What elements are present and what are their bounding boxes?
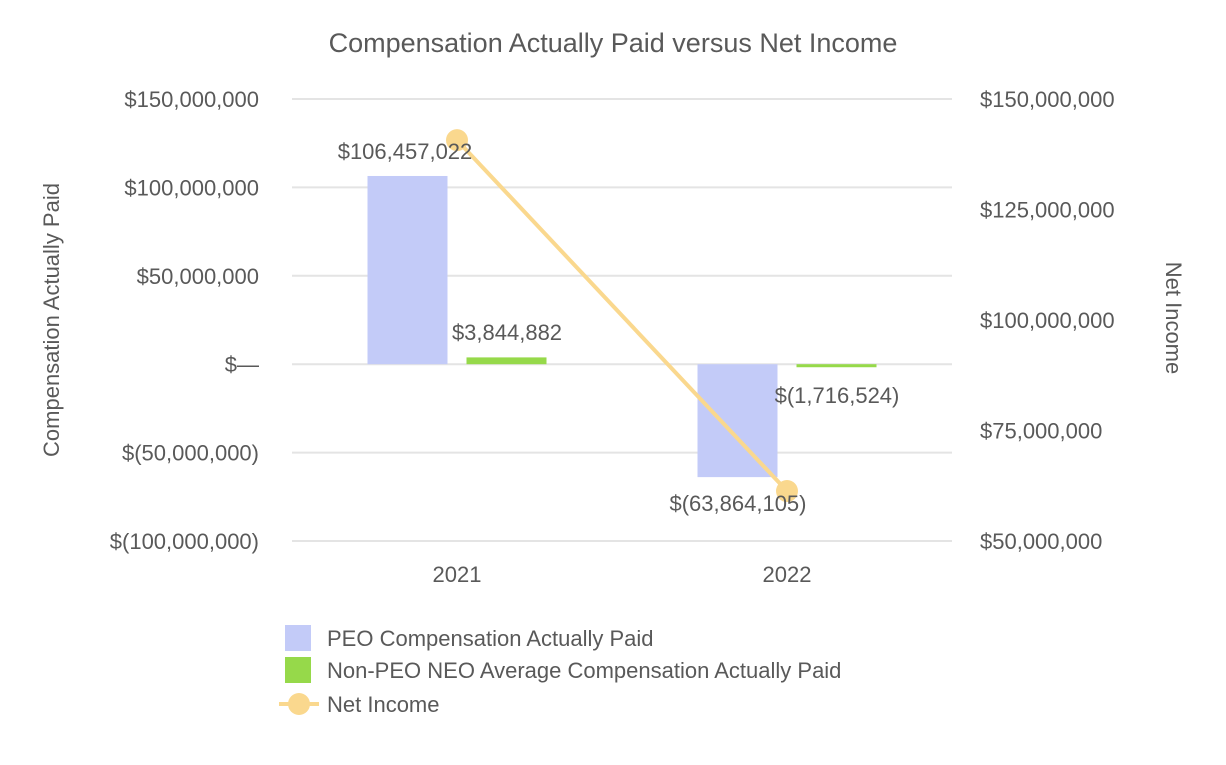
y-tick-label: $— <box>225 352 259 377</box>
bar-peo-2022 <box>697 364 778 478</box>
legend-label: Non-PEO NEO Average Compensation Actuall… <box>327 658 841 683</box>
bar-peo-2021 <box>367 175 448 365</box>
data-label: $(63,864,105) <box>670 491 807 516</box>
x-tick-label: 2022 <box>763 562 812 587</box>
legend-swatch <box>285 657 311 683</box>
y2-tick-label: $150,000,000 <box>980 87 1115 112</box>
y-tick-label: $150,000,000 <box>124 87 259 112</box>
chart-title: Compensation Actually Paid versus Net In… <box>329 28 898 58</box>
y-tick-label: $(50,000,000) <box>122 441 259 466</box>
y-tick-label: $50,000,000 <box>137 264 259 289</box>
net-income-line <box>455 138 789 493</box>
y2-tick-label: $100,000,000 <box>980 308 1115 333</box>
y2-tick-label: $75,000,000 <box>980 419 1102 444</box>
y2-tick-label: $50,000,000 <box>980 529 1102 554</box>
legend-label: PEO Compensation Actually Paid <box>327 626 654 651</box>
bar-non-peo-2021 <box>466 357 547 365</box>
net-income-point-2022 <box>776 480 798 503</box>
legend-marker <box>288 693 310 715</box>
data-label: $3,844,882 <box>452 320 562 345</box>
y-tick-label: $100,000,000 <box>124 175 259 200</box>
bar-non-peo-2022 <box>796 364 877 368</box>
y-axis-label: Compensation Actually Paid <box>39 183 64 457</box>
data-label: $(1,716,524) <box>775 383 900 408</box>
net-income-point-2021 <box>446 129 468 152</box>
legend-label: Net Income <box>327 692 440 717</box>
y2-tick-label: $125,000,000 <box>980 198 1115 223</box>
x-tick-label: 2021 <box>433 562 482 587</box>
legend-swatch <box>285 625 311 651</box>
y2-axis-label: Net Income <box>1161 262 1186 375</box>
y-tick-label: $(100,000,000) <box>110 529 259 554</box>
data-label: $106,457,022 <box>338 139 473 164</box>
